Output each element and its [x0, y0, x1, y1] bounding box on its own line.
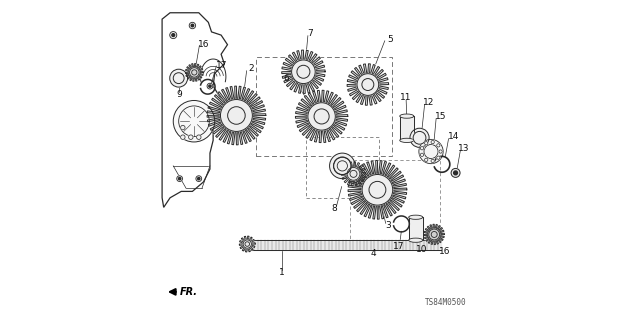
Circle shape	[436, 156, 440, 159]
Circle shape	[429, 229, 440, 240]
Circle shape	[337, 161, 348, 171]
Text: 5: 5	[387, 35, 393, 44]
Text: 7: 7	[307, 29, 313, 38]
Polygon shape	[282, 50, 325, 93]
Text: 8: 8	[332, 204, 337, 213]
Circle shape	[179, 106, 209, 137]
Circle shape	[179, 177, 180, 180]
Polygon shape	[347, 64, 388, 105]
Polygon shape	[207, 86, 266, 145]
Circle shape	[350, 170, 357, 177]
Circle shape	[220, 100, 252, 131]
Circle shape	[347, 167, 360, 180]
Text: 15: 15	[435, 112, 446, 121]
Circle shape	[173, 73, 184, 84]
Circle shape	[431, 140, 435, 144]
Ellipse shape	[400, 138, 414, 143]
Circle shape	[177, 176, 182, 182]
Circle shape	[431, 232, 437, 237]
Text: 9: 9	[176, 90, 182, 99]
Text: 4: 4	[371, 249, 376, 258]
Text: 2: 2	[248, 64, 254, 73]
Circle shape	[180, 135, 185, 139]
Polygon shape	[348, 160, 407, 219]
Text: 12: 12	[423, 98, 434, 107]
Circle shape	[424, 145, 438, 159]
Circle shape	[413, 131, 426, 144]
Circle shape	[297, 65, 310, 78]
Circle shape	[410, 128, 429, 147]
Text: 3: 3	[385, 221, 391, 230]
Text: 16: 16	[198, 40, 210, 48]
Text: 14: 14	[447, 132, 459, 141]
Circle shape	[292, 60, 316, 84]
Circle shape	[333, 157, 351, 175]
Circle shape	[362, 174, 393, 205]
Circle shape	[245, 242, 250, 246]
Polygon shape	[424, 224, 444, 245]
Circle shape	[431, 159, 435, 163]
Circle shape	[192, 70, 197, 75]
Circle shape	[362, 78, 374, 91]
Circle shape	[369, 182, 386, 198]
Circle shape	[330, 153, 355, 179]
Polygon shape	[296, 90, 348, 143]
Circle shape	[189, 22, 196, 29]
Ellipse shape	[409, 215, 422, 219]
Circle shape	[191, 24, 194, 27]
Circle shape	[420, 153, 424, 156]
Text: 11: 11	[401, 93, 412, 102]
Circle shape	[196, 135, 201, 139]
Ellipse shape	[409, 238, 422, 242]
Circle shape	[207, 83, 213, 89]
Circle shape	[333, 157, 351, 174]
Circle shape	[451, 168, 460, 177]
Circle shape	[180, 125, 185, 130]
Circle shape	[357, 74, 379, 95]
Circle shape	[420, 147, 424, 150]
Circle shape	[228, 107, 245, 124]
Circle shape	[189, 68, 199, 77]
Circle shape	[170, 32, 177, 39]
Text: 13: 13	[458, 144, 470, 153]
Circle shape	[424, 142, 428, 145]
Text: 10: 10	[416, 245, 427, 254]
Circle shape	[454, 171, 458, 175]
Circle shape	[173, 100, 215, 142]
Circle shape	[314, 109, 329, 124]
Circle shape	[424, 158, 428, 161]
Text: FR.: FR.	[180, 287, 198, 297]
Text: 6: 6	[284, 74, 289, 83]
Polygon shape	[341, 162, 365, 186]
Circle shape	[419, 139, 443, 164]
Circle shape	[170, 69, 188, 87]
Circle shape	[198, 177, 200, 180]
Circle shape	[439, 150, 442, 153]
Text: 16: 16	[439, 247, 451, 256]
Circle shape	[436, 144, 440, 147]
Circle shape	[189, 135, 193, 139]
Text: TS84M0500: TS84M0500	[425, 298, 467, 307]
Text: 17: 17	[394, 242, 405, 251]
Circle shape	[209, 85, 211, 87]
Text: 17: 17	[216, 61, 228, 70]
Polygon shape	[239, 236, 255, 252]
Circle shape	[243, 240, 252, 248]
Ellipse shape	[400, 114, 414, 118]
Polygon shape	[186, 63, 204, 81]
Text: 1: 1	[279, 268, 285, 277]
Circle shape	[172, 34, 175, 36]
Circle shape	[196, 176, 202, 182]
Circle shape	[308, 103, 335, 130]
